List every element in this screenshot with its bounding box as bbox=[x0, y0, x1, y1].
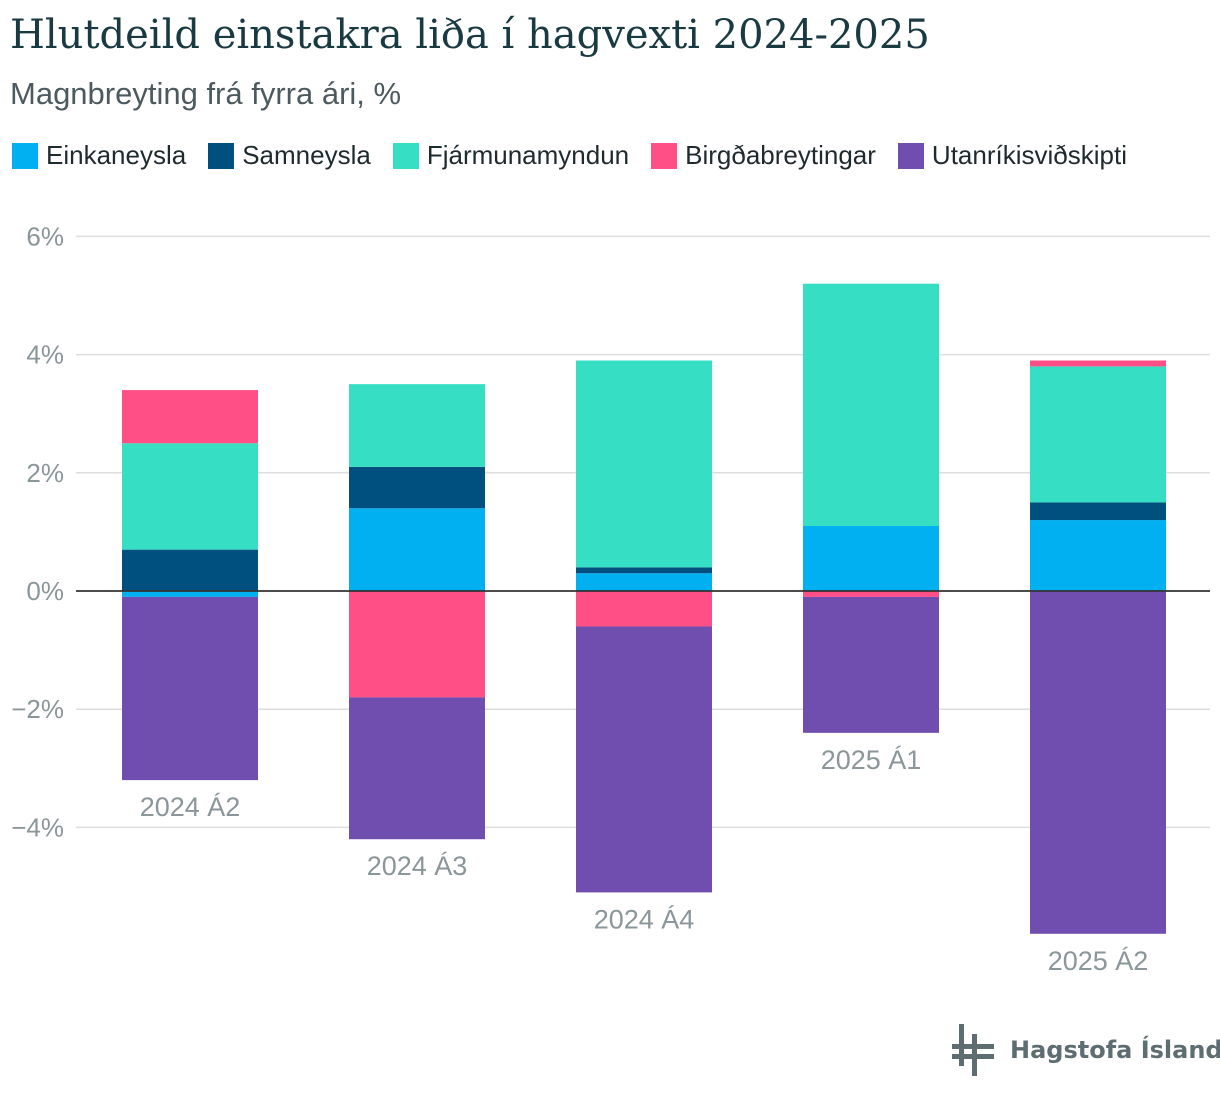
bar-segment[interactable] bbox=[122, 591, 258, 597]
logo-text: Hagstofa Íslands bbox=[1010, 1036, 1220, 1064]
bars bbox=[122, 283, 1166, 934]
legend-swatch-fjarmunamyndun bbox=[392, 142, 419, 169]
bar-segment[interactable] bbox=[122, 596, 258, 781]
category-labels: 2024 Á2 2024 Á3 2024 Á4 2025 Á1 2025 Á2 bbox=[140, 745, 1149, 976]
bar-segment[interactable] bbox=[803, 591, 939, 597]
y-tick-label: −2% bbox=[11, 694, 64, 724]
legend-item-fjarmunamyndun[interactable]: Fjármunamyndun bbox=[392, 140, 630, 171]
bar-segment[interactable] bbox=[349, 591, 485, 698]
category-label: 2025 Á2 bbox=[1048, 946, 1149, 976]
category-label: 2024 Á2 bbox=[140, 792, 241, 822]
legend-label-samneysla: Samneysla bbox=[242, 140, 371, 170]
bar-segment[interactable] bbox=[576, 360, 712, 568]
y-tick-label: 2% bbox=[26, 458, 64, 488]
bar-segment[interactable] bbox=[803, 525, 939, 591]
category-label: 2025 Á1 bbox=[821, 745, 922, 775]
y-tick-label: 0% bbox=[26, 576, 64, 606]
bar-segment[interactable] bbox=[122, 549, 258, 591]
bar-segment[interactable] bbox=[349, 697, 485, 840]
legend-item-samneysla[interactable]: Samneysla bbox=[208, 140, 371, 171]
bar-segment[interactable] bbox=[576, 626, 712, 893]
legend-swatch-birgdabreytingar bbox=[651, 142, 678, 169]
y-axis-tick-labels: −4% −2% 0% 2% 4% 6% bbox=[11, 221, 64, 842]
legend-swatch-utanrikisvidskipti bbox=[897, 142, 924, 169]
category-label: 2024 Á3 bbox=[367, 851, 468, 881]
chart-legend: Einkaneysla Samneysla Fjármunamyndun Bir… bbox=[12, 140, 1149, 171]
bar-segment[interactable] bbox=[122, 390, 258, 444]
bar-segment[interactable] bbox=[1030, 366, 1166, 503]
hagstofa-logo[interactable]: Hagstofa Íslands bbox=[952, 1024, 1220, 1076]
legend-swatch-einkaneysla bbox=[12, 142, 38, 169]
bar-segment[interactable] bbox=[803, 283, 939, 526]
legend-label-einkaneysla: Einkaneysla bbox=[46, 140, 187, 170]
y-tick-label: 4% bbox=[26, 340, 64, 370]
bar-segment[interactable] bbox=[349, 466, 485, 509]
chart-title: Hlutdeild einstakra liða í hagvexti 2024… bbox=[10, 12, 930, 58]
legend-item-birgdabreytingar[interactable]: Birgðabreytingar bbox=[651, 140, 876, 171]
bar-segment[interactable] bbox=[576, 573, 712, 591]
bar-segment[interactable] bbox=[1030, 591, 1166, 934]
legend-item-utanrikisvidskipti[interactable]: Utanríkisviðskipti bbox=[897, 140, 1127, 171]
bar-segment[interactable] bbox=[122, 443, 258, 550]
legend-swatch-samneysla bbox=[208, 142, 235, 169]
bar-segment[interactable] bbox=[1030, 502, 1166, 521]
y-tick-label: −4% bbox=[11, 812, 64, 842]
hagstofa-logo-icon bbox=[952, 1024, 994, 1076]
legend-label-utanrikisvidskipti: Utanríkisviðskipti bbox=[931, 140, 1127, 170]
bar-segment[interactable] bbox=[1030, 360, 1166, 367]
category-label: 2024 Á4 bbox=[594, 904, 695, 934]
bar-segment[interactable] bbox=[349, 508, 485, 591]
legend-label-birgdabreytingar: Birgðabreytingar bbox=[685, 140, 876, 170]
y-tick-label: 6% bbox=[26, 221, 64, 251]
bar-segment[interactable] bbox=[576, 591, 712, 627]
bar-segment[interactable] bbox=[1030, 520, 1166, 591]
chart-subtitle: Magnbreyting frá fyrra ári, % bbox=[10, 76, 402, 111]
legend-item-einkaneysla[interactable]: Einkaneysla bbox=[12, 140, 186, 171]
bar-segment[interactable] bbox=[803, 596, 939, 733]
bar-segment[interactable] bbox=[576, 567, 712, 574]
legend-label-fjarmunamyndun: Fjármunamyndun bbox=[426, 140, 630, 170]
bar-segment[interactable] bbox=[349, 384, 485, 467]
